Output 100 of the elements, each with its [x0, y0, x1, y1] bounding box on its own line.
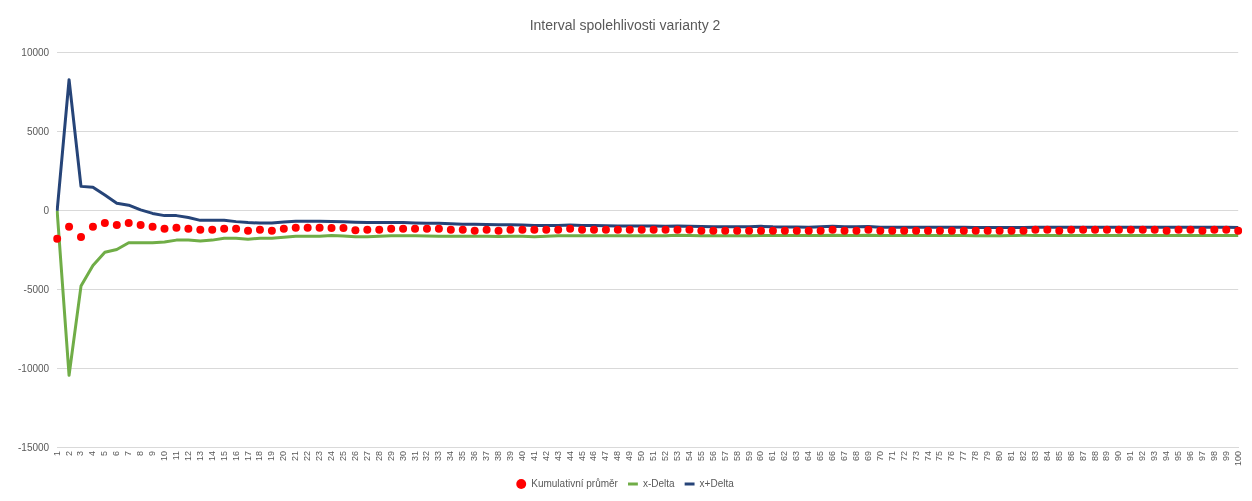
x-tick-label: 91	[1125, 450, 1136, 461]
y-tick-label: -15000	[18, 441, 50, 453]
x-tick-label: 83	[1029, 450, 1040, 461]
x-tick-label: 71	[886, 450, 897, 461]
x-tick-label: 2	[63, 450, 74, 456]
x-tick-label: 34	[445, 450, 456, 461]
x-tick-label: 81	[1006, 450, 1017, 461]
x-tick-label: 82	[1017, 450, 1028, 461]
x-tick-label: 26	[349, 450, 360, 461]
x-tick-label: 11	[170, 450, 181, 461]
x-tick-label: 50	[636, 450, 647, 461]
y-tick-label: 10000	[21, 46, 50, 58]
legend-label: Kumulativní průměr	[531, 477, 619, 489]
x-tick-label: 27	[361, 450, 372, 461]
x-tick-label: 18	[254, 450, 265, 461]
x-tick-label: 10	[158, 450, 169, 461]
x-tick-label: 9	[147, 450, 158, 456]
x-tick-label: 61	[767, 450, 778, 461]
x-tick-label: 98	[1208, 450, 1219, 461]
x-tick-label: 36	[469, 450, 480, 461]
x-tick-label: 4	[87, 450, 98, 456]
legend-label: x+Delta	[699, 477, 735, 489]
x-tick-label: 59	[743, 450, 754, 461]
x-tick-label: 7	[123, 450, 134, 456]
x-tick-label: 72	[898, 450, 909, 461]
x-tick-label: 17	[242, 450, 253, 461]
x-tick-label: 55	[695, 450, 706, 461]
x-tick-label: 74	[922, 450, 933, 461]
x-tick-label: 67	[839, 450, 849, 461]
x-tick-label: 68	[850, 450, 861, 461]
x-tick-label: 64	[803, 450, 814, 461]
x-tick-label: 94	[1161, 450, 1172, 461]
x-tick-label: 47	[600, 450, 611, 461]
x-tick-label: 69	[862, 450, 873, 461]
x-tick-label: 31	[409, 450, 420, 461]
x-tick-label: 51	[648, 450, 659, 461]
x-tick-label: 92	[1137, 450, 1148, 461]
x-tick-label: 49	[624, 450, 635, 461]
x-tick-label: 100	[1232, 450, 1243, 467]
x-tick-label: 5	[99, 450, 110, 456]
x-tick-label: 90	[1113, 450, 1124, 461]
x-tick-label: 14	[206, 450, 217, 461]
x-tick-label: 79	[982, 450, 993, 461]
x-tick-label: 32	[421, 450, 432, 461]
x-tick-label: 40	[516, 450, 527, 461]
x-tick-label: 60	[755, 450, 766, 461]
x-tick-label: 28	[373, 450, 384, 461]
x-tick-label: 95	[1173, 450, 1184, 461]
x-tick-label: 23	[314, 450, 325, 461]
x-tick-label: 33	[433, 450, 444, 461]
x-tick-label: 77	[958, 450, 969, 461]
x-tick-label: 43	[552, 450, 563, 461]
x-tick-label: 96	[1184, 450, 1195, 461]
x-tick-label: 76	[946, 450, 957, 461]
x-tick-label: 99	[1220, 450, 1231, 461]
x-tick-label: 35	[457, 450, 468, 461]
x-tick-label: 30	[397, 450, 408, 461]
x-tick-label: 20	[278, 450, 289, 461]
x-tick-label: 52	[660, 450, 671, 461]
y-tick-label: -10000	[18, 362, 50, 374]
y-tick-label: 0	[43, 204, 50, 216]
x-tick-label: 25	[337, 450, 348, 461]
x-tick-label: 86	[1065, 450, 1076, 461]
x-tick-label: 56	[707, 450, 718, 461]
x-tick-label: 89	[1101, 450, 1112, 461]
x-tick-label: 41	[528, 450, 539, 461]
x-tick-label: 58	[731, 450, 742, 461]
x-tick-label: 6	[111, 450, 122, 456]
x-tick-label: 66	[827, 450, 838, 461]
x-tick-label: 8	[135, 450, 146, 456]
x-tick-label: 19	[266, 450, 277, 461]
x-tick-label: 45	[576, 450, 587, 461]
x-tick-label: 73	[910, 450, 921, 461]
x-tick-label: 16	[230, 450, 241, 461]
x-tick-label: 53	[671, 450, 682, 461]
x-tick-label: 84	[1041, 450, 1052, 461]
x-tick-label: 3	[75, 450, 86, 456]
x-tick-label: 75	[934, 450, 945, 461]
x-tick-label: 21	[290, 450, 301, 461]
x-tick-label: 13	[194, 450, 205, 461]
x-tick-label: 46	[588, 450, 599, 461]
x-tick-label: 65	[815, 450, 826, 461]
x-tick-label: 78	[970, 450, 981, 461]
x-tick-label: 88	[1089, 450, 1100, 461]
chart-title: Interval spolehlivosti varianty 2	[529, 17, 721, 34]
x-tick-label: 62	[779, 450, 790, 461]
x-tick-label: 97	[1196, 450, 1207, 461]
x-tick-label: 39	[504, 450, 515, 461]
x-tick-label: 85	[1053, 450, 1064, 461]
x-tick-label: 57	[719, 450, 730, 461]
y-tick-label: -5000	[23, 283, 50, 295]
x-tick-label: 48	[612, 450, 623, 461]
x-tick-label: 24	[326, 450, 337, 461]
x-tick-label: 42	[540, 450, 551, 461]
y-tick-label: 5000	[26, 125, 50, 137]
x-tick-label: 22	[302, 450, 313, 461]
legend-label: x-Delta	[642, 477, 676, 489]
x-tick-label: 38	[493, 450, 504, 461]
x-tick-label: 12	[182, 450, 193, 461]
x-tick-label: 63	[791, 450, 802, 461]
